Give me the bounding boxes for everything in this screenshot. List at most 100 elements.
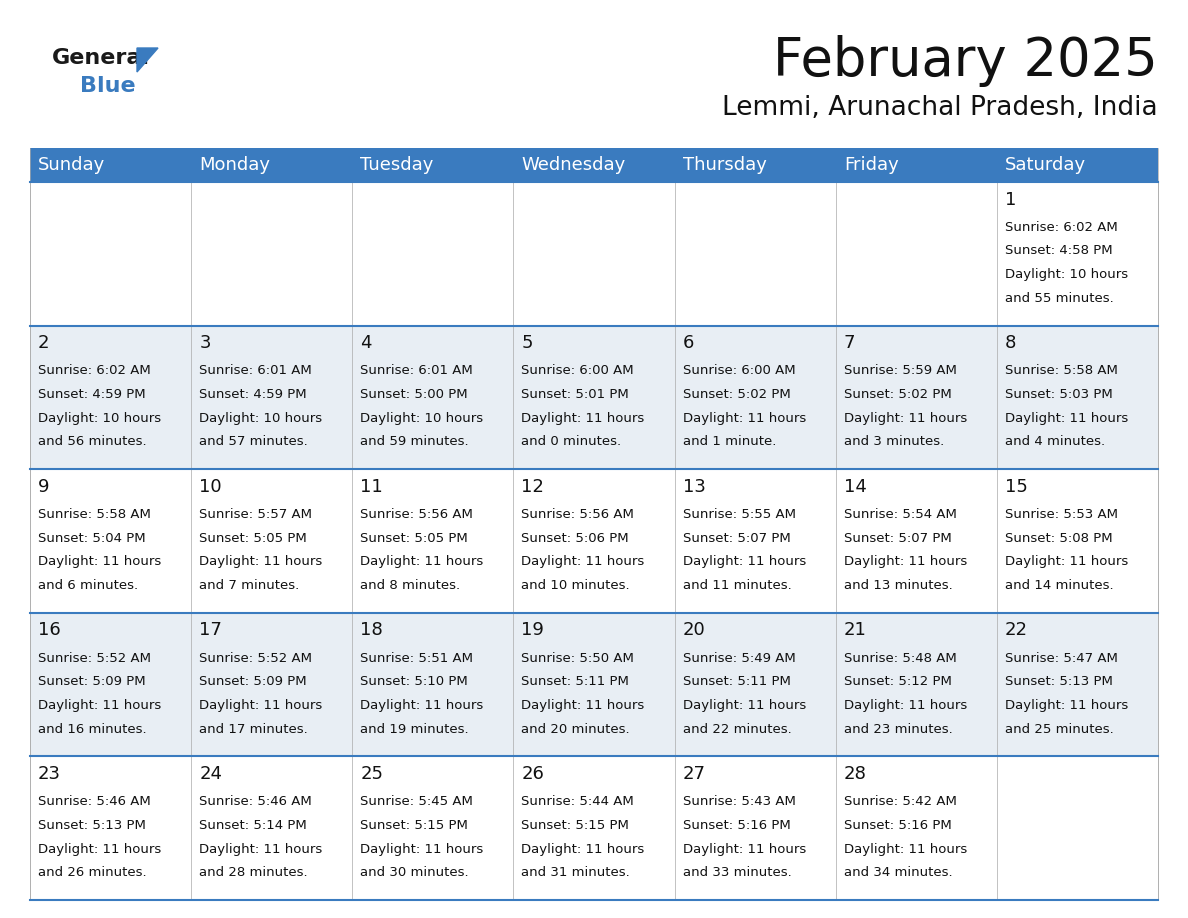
Text: Daylight: 11 hours: Daylight: 11 hours [200,555,322,568]
Text: and 26 minutes.: and 26 minutes. [38,867,146,879]
Text: Sunrise: 5:54 AM: Sunrise: 5:54 AM [843,508,956,521]
Text: and 6 minutes.: and 6 minutes. [38,579,138,592]
Text: and 30 minutes.: and 30 minutes. [360,867,469,879]
Text: Sunrise: 6:01 AM: Sunrise: 6:01 AM [200,364,312,377]
Text: Sunset: 5:04 PM: Sunset: 5:04 PM [38,532,146,544]
Text: 28: 28 [843,765,867,783]
Text: Saturday: Saturday [1005,156,1086,174]
Text: Sunrise: 5:45 AM: Sunrise: 5:45 AM [360,795,473,808]
Text: Sunset: 5:14 PM: Sunset: 5:14 PM [200,819,307,832]
Text: Daylight: 11 hours: Daylight: 11 hours [38,699,162,712]
Bar [675,148,835,182]
Text: Sunset: 5:08 PM: Sunset: 5:08 PM [1005,532,1112,544]
Text: Daylight: 10 hours: Daylight: 10 hours [360,412,484,425]
Text: Sunrise: 5:58 AM: Sunrise: 5:58 AM [38,508,151,521]
Text: Sunset: 4:58 PM: Sunset: 4:58 PM [1005,244,1112,257]
Text: and 28 minutes.: and 28 minutes. [200,867,308,879]
Text: Daylight: 11 hours: Daylight: 11 hours [1005,555,1129,568]
Text: Daylight: 11 hours: Daylight: 11 hours [843,555,967,568]
Text: 12: 12 [522,477,544,496]
Text: and 11 minutes.: and 11 minutes. [683,579,791,592]
Text: and 19 minutes.: and 19 minutes. [360,722,469,735]
Text: Sunset: 5:10 PM: Sunset: 5:10 PM [360,676,468,688]
Text: 6: 6 [683,334,694,353]
Text: and 1 minute.: and 1 minute. [683,435,776,449]
Text: 10: 10 [200,477,222,496]
Text: and 13 minutes.: and 13 minutes. [843,579,953,592]
Text: and 22 minutes.: and 22 minutes. [683,722,791,735]
Text: and 0 minutes.: and 0 minutes. [522,435,621,449]
Text: Sunset: 5:05 PM: Sunset: 5:05 PM [200,532,307,544]
Text: Sunrise: 5:55 AM: Sunrise: 5:55 AM [683,508,796,521]
Bar [191,148,353,182]
Text: and 3 minutes.: and 3 minutes. [843,435,944,449]
Text: and 16 minutes.: and 16 minutes. [38,722,146,735]
Text: Daylight: 11 hours: Daylight: 11 hours [683,843,805,856]
Text: Monday: Monday [200,156,270,174]
Bar [30,326,1158,469]
Bar [353,148,513,182]
Text: Sunrise: 5:51 AM: Sunrise: 5:51 AM [360,652,473,665]
Text: Sunrise: 6:02 AM: Sunrise: 6:02 AM [1005,220,1118,234]
Text: 25: 25 [360,765,384,783]
Text: Sunrise: 5:52 AM: Sunrise: 5:52 AM [38,652,151,665]
Text: and 23 minutes.: and 23 minutes. [843,722,953,735]
Text: Daylight: 11 hours: Daylight: 11 hours [360,699,484,712]
Text: Daylight: 11 hours: Daylight: 11 hours [522,555,645,568]
Text: Daylight: 11 hours: Daylight: 11 hours [843,843,967,856]
Text: Daylight: 11 hours: Daylight: 11 hours [522,412,645,425]
Text: Daylight: 11 hours: Daylight: 11 hours [683,412,805,425]
Text: and 33 minutes.: and 33 minutes. [683,867,791,879]
Text: 20: 20 [683,621,706,640]
Text: 4: 4 [360,334,372,353]
Text: Daylight: 11 hours: Daylight: 11 hours [38,555,162,568]
Text: 14: 14 [843,477,867,496]
Text: Daylight: 11 hours: Daylight: 11 hours [200,699,322,712]
Text: Sunset: 5:16 PM: Sunset: 5:16 PM [683,819,790,832]
Text: Sunset: 5:07 PM: Sunset: 5:07 PM [683,532,790,544]
Text: Sunrise: 5:53 AM: Sunrise: 5:53 AM [1005,508,1118,521]
Text: Sunday: Sunday [38,156,106,174]
Text: Sunset: 5:13 PM: Sunset: 5:13 PM [38,819,146,832]
Text: 8: 8 [1005,334,1016,353]
Text: Sunset: 5:16 PM: Sunset: 5:16 PM [843,819,952,832]
Text: Sunset: 5:15 PM: Sunset: 5:15 PM [522,819,630,832]
Polygon shape [137,48,158,72]
Text: and 4 minutes.: and 4 minutes. [1005,435,1105,449]
Text: Daylight: 10 hours: Daylight: 10 hours [38,412,162,425]
Bar [30,148,191,182]
Text: Lemmi, Arunachal Pradesh, India: Lemmi, Arunachal Pradesh, India [722,95,1158,121]
Text: Daylight: 11 hours: Daylight: 11 hours [843,699,967,712]
Text: Sunset: 5:12 PM: Sunset: 5:12 PM [843,676,952,688]
Text: Daylight: 11 hours: Daylight: 11 hours [843,412,967,425]
Text: Sunrise: 6:00 AM: Sunrise: 6:00 AM [522,364,634,377]
Text: Sunrise: 5:57 AM: Sunrise: 5:57 AM [200,508,312,521]
Text: Sunrise: 5:48 AM: Sunrise: 5:48 AM [843,652,956,665]
Text: Daylight: 10 hours: Daylight: 10 hours [200,412,322,425]
Text: 7: 7 [843,334,855,353]
Text: Daylight: 11 hours: Daylight: 11 hours [360,843,484,856]
Text: 17: 17 [200,621,222,640]
Text: Sunrise: 5:52 AM: Sunrise: 5:52 AM [200,652,312,665]
Text: 3: 3 [200,334,210,353]
Text: Sunrise: 5:43 AM: Sunrise: 5:43 AM [683,795,796,808]
Text: 22: 22 [1005,621,1028,640]
Text: Sunrise: 5:47 AM: Sunrise: 5:47 AM [1005,652,1118,665]
Text: and 25 minutes.: and 25 minutes. [1005,722,1113,735]
Text: Sunset: 5:11 PM: Sunset: 5:11 PM [683,676,790,688]
Text: Sunset: 5:09 PM: Sunset: 5:09 PM [38,676,146,688]
Text: 16: 16 [38,621,61,640]
Text: Sunset: 5:00 PM: Sunset: 5:00 PM [360,388,468,401]
Text: Sunset: 5:02 PM: Sunset: 5:02 PM [683,388,790,401]
Text: Sunrise: 5:50 AM: Sunrise: 5:50 AM [522,652,634,665]
Text: 24: 24 [200,765,222,783]
Text: Daylight: 11 hours: Daylight: 11 hours [522,843,645,856]
Text: and 34 minutes.: and 34 minutes. [843,867,953,879]
Text: Daylight: 11 hours: Daylight: 11 hours [1005,412,1129,425]
Bar [997,148,1158,182]
Text: 27: 27 [683,765,706,783]
Text: Friday: Friday [843,156,898,174]
Text: and 14 minutes.: and 14 minutes. [1005,579,1113,592]
Text: Sunrise: 5:46 AM: Sunrise: 5:46 AM [200,795,312,808]
Text: Daylight: 11 hours: Daylight: 11 hours [683,699,805,712]
